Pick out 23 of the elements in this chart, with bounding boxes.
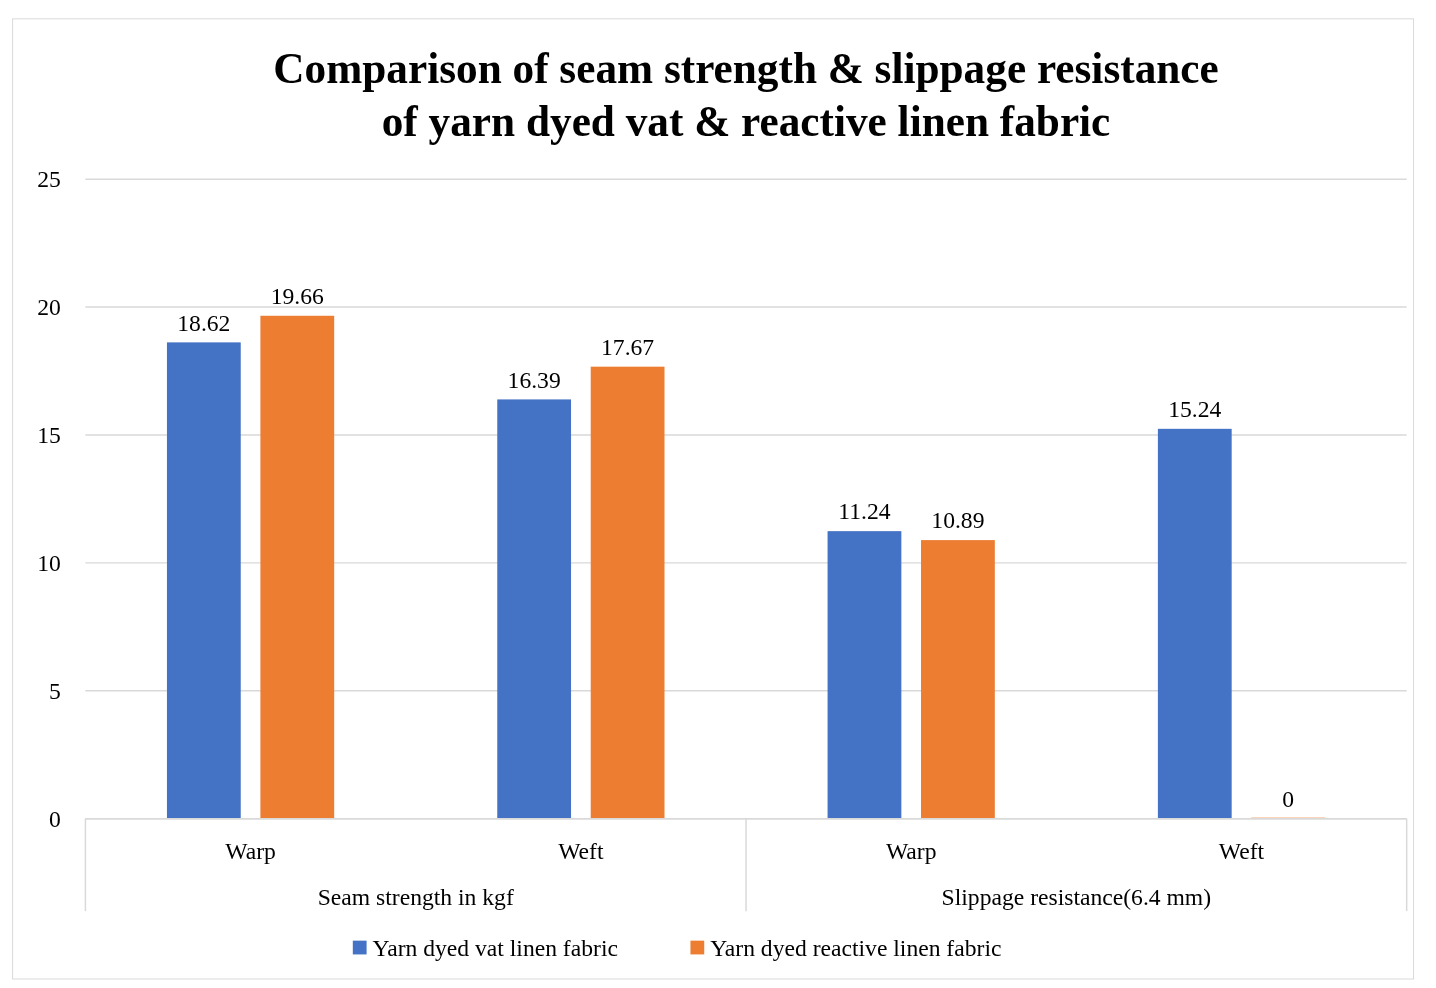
legend-label: Yarn dyed reactive linen fabric xyxy=(710,934,1002,961)
data-label: 15.24 xyxy=(1168,396,1222,423)
x-tick-label: Warp xyxy=(225,837,276,864)
y-tick-label: 10 xyxy=(37,550,61,577)
data-label: 0 xyxy=(1282,785,1295,812)
text: Seam strength in kgf xyxy=(317,884,514,911)
data-label: 19.66 xyxy=(270,282,325,309)
y-tick-label: 5 xyxy=(49,678,61,705)
data-label: 10.89 xyxy=(931,507,985,534)
data-label: 11.24 xyxy=(838,498,891,525)
y-tick-label: 0 xyxy=(49,805,61,832)
y-tick-label: 25 xyxy=(37,166,61,193)
x-tick-label: Weft xyxy=(1218,837,1265,864)
data-label: 16.39 xyxy=(507,366,561,393)
data-label: 18.62 xyxy=(177,309,231,336)
x-tick-label: Warp xyxy=(885,837,937,864)
chart-title: Comparison of seam strength & slippage resistance of yarn dyed vat & reactive linen fabric xyxy=(273,43,1219,145)
y-tick-label: 15 xyxy=(37,422,61,449)
legend-label: Yarn dyed vat linen fabric xyxy=(372,934,618,961)
y-tick-label: 20 xyxy=(37,294,61,321)
text: Slippage resistance(6.4 mm) xyxy=(941,884,1212,911)
x-tick-label: Weft xyxy=(558,837,604,864)
data-label: 17.67 xyxy=(601,333,655,360)
